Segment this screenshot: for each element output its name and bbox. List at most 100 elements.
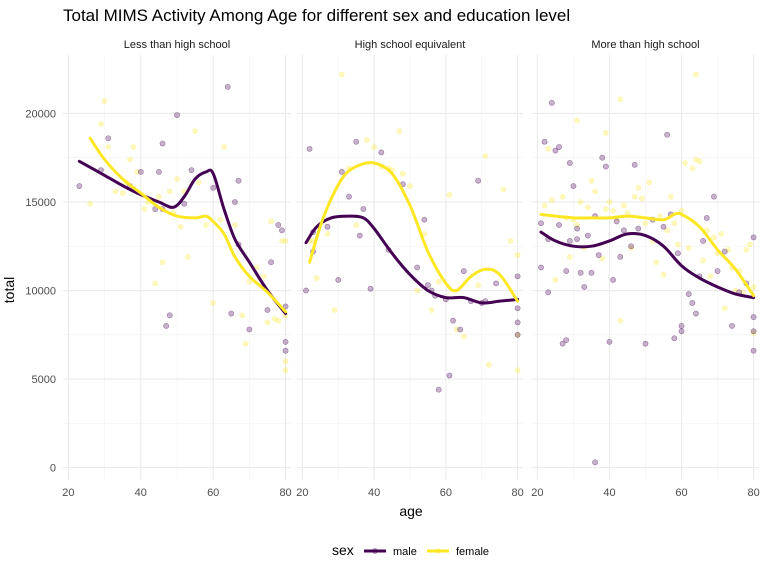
female-point <box>232 222 238 228</box>
male-point <box>602 163 609 170</box>
female-point <box>156 193 162 200</box>
female-point <box>260 273 267 280</box>
y-tick-label: 10000 <box>25 286 56 298</box>
female-point <box>203 222 209 228</box>
male-point <box>750 234 757 241</box>
male-point <box>181 200 188 207</box>
x-tick-label: 20 <box>62 487 74 499</box>
male-point <box>750 314 757 320</box>
male-point <box>538 220 544 227</box>
x-axis-title: age <box>399 503 423 519</box>
male-point <box>282 303 289 310</box>
female-point <box>725 246 732 253</box>
male-point <box>493 280 499 287</box>
female-point <box>671 220 678 227</box>
female-point <box>414 287 421 294</box>
female-point <box>696 158 703 165</box>
female-point <box>482 153 489 159</box>
male-point <box>514 305 521 312</box>
male-point <box>545 289 552 296</box>
female-point <box>98 121 104 127</box>
female-point <box>460 333 467 340</box>
male-point <box>574 225 580 232</box>
male-point <box>378 149 385 156</box>
female-point <box>602 130 609 136</box>
male-point <box>166 312 173 319</box>
male-point <box>595 252 602 259</box>
female-point <box>657 213 663 220</box>
female-point <box>101 98 108 104</box>
female-point <box>174 176 180 182</box>
female-point <box>541 202 548 209</box>
female-point <box>602 206 609 212</box>
female-point <box>364 137 370 143</box>
male-point <box>711 193 717 200</box>
female-point <box>628 245 634 251</box>
female-point <box>606 199 613 205</box>
male-point <box>613 218 620 225</box>
male-point <box>700 238 707 244</box>
female-point <box>743 246 750 253</box>
female-point <box>545 145 552 152</box>
x-tick-label: 80 <box>511 487 523 499</box>
male-point <box>174 112 180 119</box>
female-point <box>747 241 753 248</box>
male-point <box>353 138 360 145</box>
female-point <box>552 276 559 283</box>
female-point <box>617 96 624 103</box>
female-point <box>446 191 453 198</box>
female-point <box>566 253 573 260</box>
female-point <box>166 188 173 195</box>
male-point <box>360 206 367 212</box>
female-point <box>192 128 198 135</box>
male-smooth-line <box>304 214 520 305</box>
female-point <box>664 227 671 234</box>
legend-key-male-point <box>372 548 378 554</box>
male-point <box>356 232 363 239</box>
male-point <box>246 326 253 333</box>
female-point <box>667 193 674 200</box>
female-point <box>177 223 184 230</box>
female-point <box>242 340 249 347</box>
male-point <box>421 216 428 223</box>
x-tick-label: 60 <box>440 487 452 499</box>
facet-strip-label: More than high school <box>591 39 699 51</box>
male-point <box>514 319 521 326</box>
facet-panel: Less than high school 20 40 60 80 <box>62 39 291 499</box>
y-tick-label: 5000 <box>32 374 56 386</box>
male-point <box>188 167 195 174</box>
female-point <box>638 195 645 202</box>
female-point <box>239 312 246 319</box>
male-point <box>599 154 606 161</box>
female-point <box>693 156 699 163</box>
female-point <box>324 230 331 237</box>
male-point <box>163 323 170 329</box>
female-point <box>682 160 689 166</box>
female-point <box>599 255 606 262</box>
facet-strip-label: Less than high school <box>124 39 230 51</box>
female-point <box>620 202 627 209</box>
female-point <box>217 216 224 223</box>
male-point <box>685 291 692 297</box>
male-point <box>689 300 696 306</box>
male-point <box>750 328 757 335</box>
male-point <box>446 372 453 379</box>
female-point <box>592 188 598 195</box>
female-point <box>624 209 631 216</box>
female-point <box>282 238 289 244</box>
male-point <box>678 323 685 329</box>
male-point <box>750 347 757 354</box>
male-point <box>566 160 573 166</box>
male-point <box>335 276 342 283</box>
male-point <box>566 238 573 244</box>
female-point <box>700 257 707 264</box>
female-point <box>112 188 119 195</box>
female-point <box>271 315 278 322</box>
male-point <box>628 243 634 250</box>
x-tick-label: 80 <box>747 487 759 499</box>
male-point <box>282 347 289 354</box>
female-point <box>574 222 580 228</box>
x-tick-label: 40 <box>603 487 615 499</box>
female-point <box>475 282 482 289</box>
female-point <box>210 300 217 306</box>
